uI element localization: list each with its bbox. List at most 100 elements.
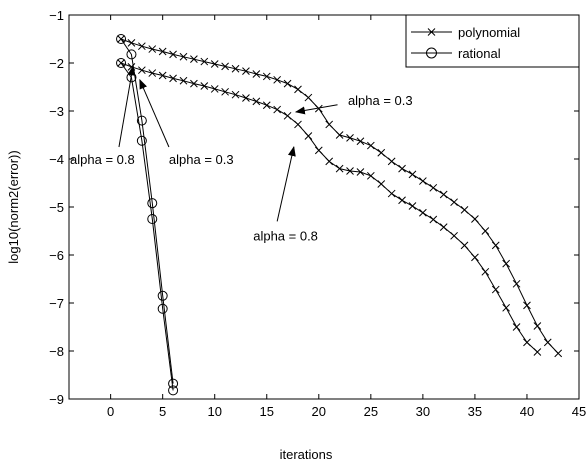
data-point-x (190, 79, 198, 88)
data-point-x (471, 253, 479, 262)
data-point-x (273, 75, 282, 84)
data-point-x (273, 105, 282, 114)
y-tick-label: −4 (49, 152, 64, 167)
data-point-x (200, 57, 209, 66)
data-point-x (252, 97, 261, 106)
data-point-x (481, 267, 490, 276)
data-point-x (262, 101, 271, 110)
data-point-o (116, 58, 127, 68)
y-tick-label: −3 (49, 104, 64, 119)
data-point-o (116, 34, 127, 44)
data-point-x (408, 170, 417, 179)
data-point-x (429, 183, 438, 192)
series-polynomial (117, 59, 542, 356)
data-point-x (502, 303, 510, 312)
data-point-o (136, 135, 147, 146)
data-point-x (242, 94, 250, 102)
series-polynomial (117, 35, 563, 358)
data-point-x (387, 157, 396, 166)
y-tick-label: −5 (49, 200, 64, 215)
series-line-rational (120, 38, 174, 384)
data-point-x (481, 227, 490, 235)
data-point-x (148, 69, 157, 77)
data-point-x (242, 67, 250, 76)
y-tick-label: −1 (49, 8, 64, 23)
x-tick-label: 20 (312, 404, 326, 419)
data-point-x (419, 208, 427, 217)
annotation-layer: alpha = 0.3 alpha = 0.8 alpha = 0.3 alpha =… (70, 65, 413, 244)
data-point-x (460, 241, 469, 250)
y-tick-label: −6 (49, 248, 64, 263)
data-point-o (126, 49, 137, 60)
x-tick-label: 40 (520, 404, 534, 419)
x-tick-label: 10 (207, 404, 221, 419)
data-point-x (169, 50, 177, 59)
data-point-x (429, 215, 438, 224)
data-point-x (221, 62, 229, 71)
x-tick-label: 15 (260, 404, 274, 419)
data-point-x (450, 231, 458, 240)
data-point-x (231, 90, 240, 99)
data-point-x (377, 148, 386, 157)
annotation-label: alpha = 0.8 (70, 152, 135, 167)
data-point-x (314, 146, 323, 155)
data-point-x (543, 338, 552, 347)
x-tick-label: 30 (416, 404, 430, 419)
y-tick-label: −9 (49, 392, 64, 407)
annotation-label: alpha = 0.3 (348, 93, 413, 108)
x-axis-title: iterations (280, 447, 333, 462)
data-point-x (471, 215, 479, 223)
data-point-x (294, 120, 302, 129)
data-point-o (136, 115, 147, 126)
data-point-x (158, 71, 167, 80)
data-point-x (554, 349, 563, 358)
data-point-x (314, 104, 323, 113)
data-point-o (147, 198, 158, 209)
legend-marker-polynomial (427, 28, 436, 36)
data-point-x (304, 93, 313, 102)
data-point-x (325, 120, 334, 129)
data-point-x (460, 206, 469, 214)
data-point-x (419, 177, 427, 185)
data-point-o (157, 290, 168, 301)
data-point-x (491, 285, 500, 294)
data-point-x (179, 76, 188, 85)
annotation-arrow (276, 146, 296, 222)
data-point-x (127, 38, 136, 47)
data-point-x (325, 157, 334, 166)
data-point-x (190, 55, 198, 64)
data-point-x (231, 64, 240, 73)
data-point-x (148, 45, 157, 53)
x-tick-label: 25 (364, 404, 378, 419)
data-point-x (523, 338, 531, 347)
data-point-x (283, 111, 292, 120)
plot-frame (68, 14, 580, 400)
x-tick-label: 45 (572, 404, 586, 419)
data-point-x (138, 42, 146, 51)
annotation-arrow (294, 104, 338, 115)
x-tick-label: 35 (468, 404, 482, 419)
data-point-x (221, 87, 229, 96)
y-tick-label: −7 (49, 296, 64, 311)
data-point-x (366, 141, 375, 150)
data-point-x (533, 322, 542, 330)
x-tick-label: 0 (107, 404, 114, 419)
legend-box (405, 14, 580, 68)
data-point-x (335, 164, 344, 173)
data-point-x (200, 82, 209, 90)
x-ticks: 0 5 10 15 20 25 30 35 40 45 (107, 15, 586, 419)
legend-x-marker (427, 28, 436, 36)
data-point-x (262, 72, 271, 81)
data-point-x (512, 323, 521, 331)
data-point-x (439, 223, 448, 232)
data-point-x (252, 70, 261, 78)
data-point-x (356, 137, 365, 146)
y-tick-label: −2 (49, 56, 64, 71)
legend-label-rational: rational (458, 46, 501, 61)
data-point-x (335, 131, 344, 139)
data-point-x (450, 198, 458, 207)
data-point-x (179, 52, 188, 61)
data-point-x (502, 259, 510, 268)
series-layer (116, 34, 563, 396)
legend-marker-rational (426, 47, 437, 59)
